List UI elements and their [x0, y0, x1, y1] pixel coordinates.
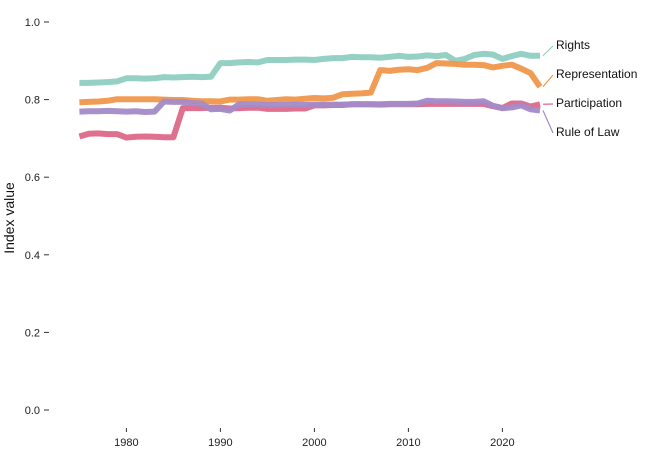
- series-line-representation: [79, 60, 543, 106]
- label-connector: [542, 45, 554, 57]
- series-label-rights: Rights: [556, 38, 590, 52]
- y-tick-label: 0.6: [25, 172, 40, 184]
- x-tick-label: 2020: [490, 437, 514, 449]
- label-connector: [542, 74, 554, 88]
- series-lines: [78, 50, 543, 141]
- series-line-participation: [78, 100, 541, 141]
- y-axis: 0.0 0.2 0.4 0.6 0.8 1.0: [25, 17, 49, 417]
- series-label-participation: Participation: [556, 96, 622, 110]
- series-line-rule-of-law: [79, 97, 541, 115]
- y-tick-label: 0.2: [25, 327, 40, 339]
- y-tick-label: 0.8: [25, 95, 40, 107]
- series-line-rights: [79, 50, 540, 86]
- series-label-rule-of-law: Rule of Law: [556, 125, 620, 139]
- series-label-representation: Representation: [556, 67, 637, 81]
- y-tick-label: 1.0: [25, 17, 40, 29]
- label-connector: [542, 110, 554, 134]
- x-tick-label: 2000: [302, 437, 326, 449]
- x-tick-label: 2010: [396, 437, 420, 449]
- x-axis: 1980 1990 2000 2010 2020: [114, 428, 515, 449]
- y-tick-label: 0.0: [25, 405, 40, 417]
- x-tick-label: 1980: [114, 437, 138, 449]
- series-labels: Rights Representation Participation Rule of…: [542, 38, 637, 139]
- x-tick-label: 1990: [208, 437, 232, 449]
- y-tick-label: 0.4: [25, 250, 40, 262]
- y-axis-title: Index value: [1, 182, 17, 254]
